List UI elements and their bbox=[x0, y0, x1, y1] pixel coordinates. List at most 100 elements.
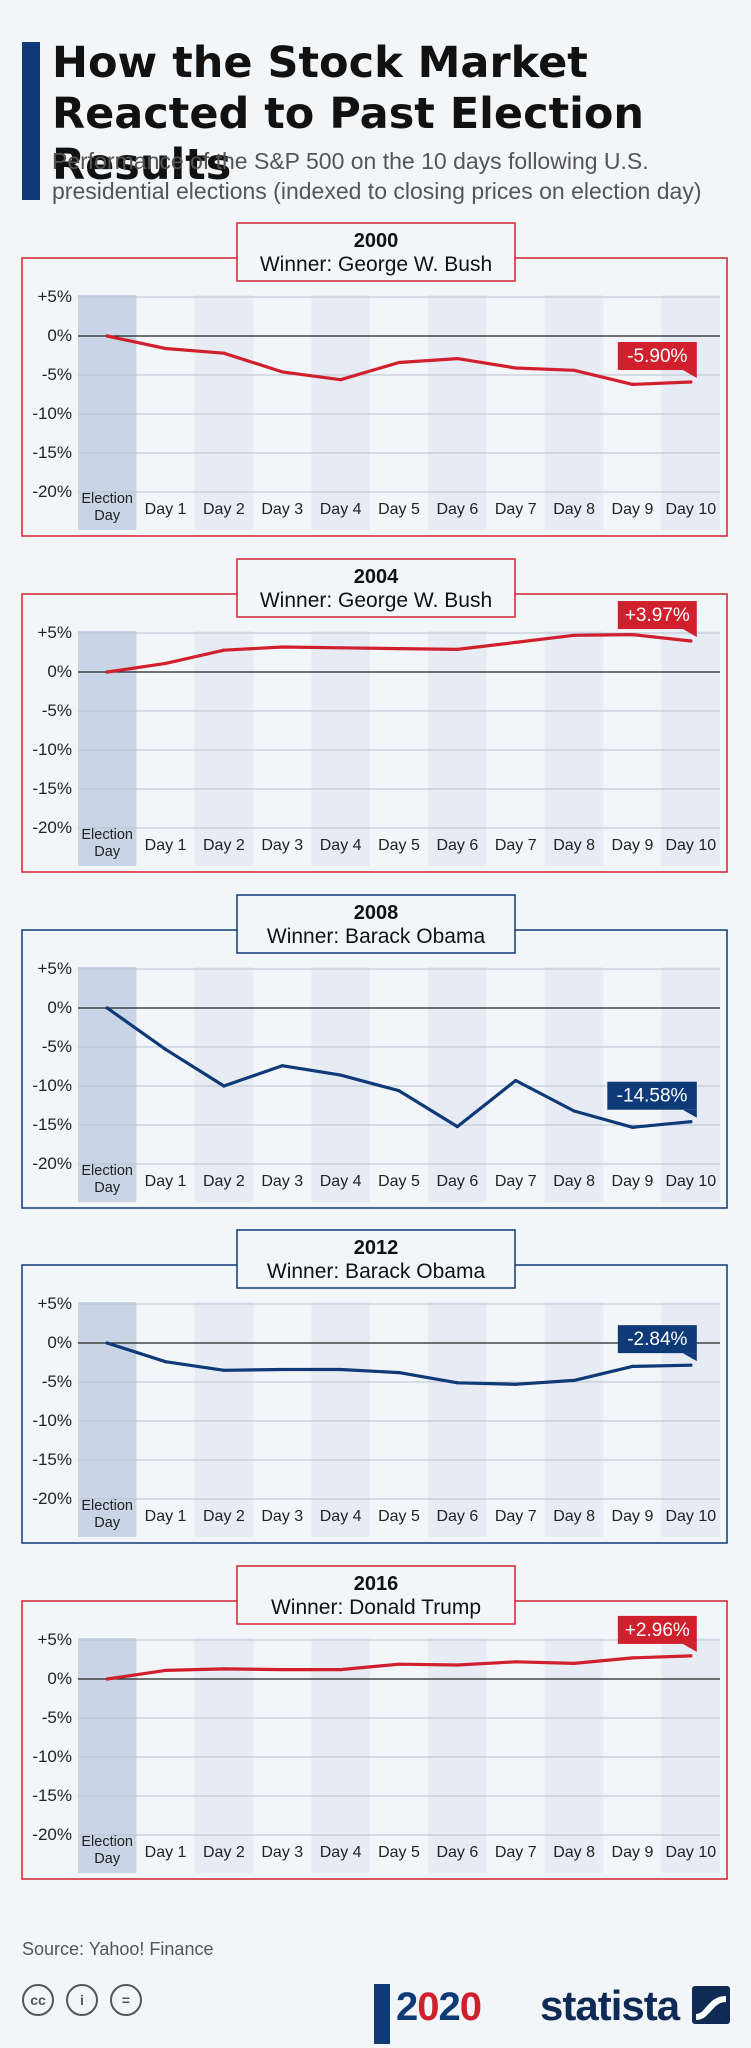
x-tick-label: Day 3 bbox=[261, 501, 303, 518]
x-tick-label: Day 5 bbox=[378, 837, 420, 854]
y-tick-label: -10% bbox=[32, 1411, 72, 1430]
page-title: How the Stock Market Reacted to Past Ele… bbox=[52, 38, 645, 190]
data-point bbox=[280, 1064, 284, 1068]
x-tick-label: Day 6 bbox=[436, 1844, 478, 1861]
chart-frame bbox=[21, 1264, 728, 1544]
y-tick-label: +5% bbox=[38, 623, 73, 642]
x-tick-label: Day 4 bbox=[320, 837, 362, 854]
x-tick-label: Day 10 bbox=[665, 1508, 716, 1525]
y-tick-label: -20% bbox=[32, 1825, 72, 1844]
data-point bbox=[339, 1073, 343, 1077]
x-tick-label: Election bbox=[81, 1163, 133, 1179]
data-point bbox=[572, 1378, 576, 1383]
data-point bbox=[689, 1363, 693, 1367]
x-tick-label: Day 6 bbox=[436, 1508, 478, 1525]
data-point bbox=[514, 366, 518, 370]
x-tick-label: Day 4 bbox=[320, 1508, 362, 1525]
data-point bbox=[630, 1656, 635, 1660]
x-tick-label: Day 9 bbox=[612, 837, 654, 854]
data-point bbox=[280, 645, 284, 649]
data-point bbox=[455, 1124, 459, 1129]
x-tick-label: Day 3 bbox=[261, 1173, 303, 1190]
y-tick-label: -10% bbox=[32, 404, 72, 423]
x-tick-label: Day 2 bbox=[203, 501, 245, 518]
data-point bbox=[105, 1006, 109, 1010]
x-tick-label: Election bbox=[81, 827, 133, 843]
final-value-label: -5.90% bbox=[627, 346, 687, 367]
attribution-icon[interactable]: i bbox=[66, 1984, 98, 2016]
column-band bbox=[544, 1302, 604, 1537]
x-tick-label: Day 5 bbox=[378, 1508, 420, 1525]
x-tick-label: Day 4 bbox=[320, 1173, 362, 1190]
y-tick-label: -5% bbox=[42, 365, 72, 384]
y-tick-label: -10% bbox=[32, 1076, 72, 1095]
badge-pointer bbox=[682, 370, 697, 379]
y-tick-label: -10% bbox=[32, 740, 72, 759]
x-tick-label: Day 6 bbox=[436, 1173, 478, 1190]
column-band bbox=[311, 1302, 370, 1537]
data-point bbox=[222, 1368, 226, 1372]
y-tick-label: +5% bbox=[38, 959, 73, 978]
chart-winner: Winner: George W. Bush bbox=[260, 253, 492, 276]
x-tick-label: Day 1 bbox=[145, 1844, 187, 1861]
data-point bbox=[163, 1668, 168, 1673]
column-band bbox=[544, 967, 604, 1202]
x-tick-label: Day 8 bbox=[553, 1844, 595, 1861]
x-tick-label: Day 2 bbox=[203, 1173, 245, 1190]
x-tick-label: Election bbox=[81, 1498, 133, 1514]
x-tick-label: Day bbox=[94, 844, 121, 860]
x-tick-label: Day 9 bbox=[612, 1508, 654, 1525]
x-tick-label: Day 4 bbox=[320, 1844, 362, 1861]
x-tick-label: Day 5 bbox=[378, 501, 420, 518]
x-tick-label: Day 5 bbox=[378, 1173, 420, 1190]
column-band bbox=[544, 1638, 604, 1873]
data-point bbox=[572, 1109, 576, 1113]
x-tick-label: Day 6 bbox=[436, 837, 478, 854]
final-value-label: +3.97% bbox=[625, 605, 690, 626]
data-point bbox=[105, 1677, 109, 1681]
y-tick-label: -20% bbox=[32, 1154, 72, 1173]
data-point bbox=[163, 1360, 168, 1364]
data-point bbox=[397, 1089, 401, 1093]
column-band bbox=[428, 1638, 487, 1873]
x-tick-label: Day 9 bbox=[612, 1844, 654, 1861]
chart-year: 2000 bbox=[354, 230, 399, 252]
badge-pointer bbox=[682, 629, 697, 638]
data-point bbox=[689, 380, 693, 384]
data-point bbox=[630, 632, 635, 637]
accent-bar bbox=[22, 42, 40, 200]
statista-logo[interactable]: statista bbox=[540, 1982, 680, 2029]
badge-pointer bbox=[682, 1643, 697, 1652]
column-band bbox=[311, 631, 370, 866]
data-point bbox=[163, 346, 168, 351]
y-tick-label: -5% bbox=[42, 1372, 72, 1391]
final-value-badge bbox=[617, 1325, 697, 1354]
cc-icon[interactable]: cc bbox=[22, 1984, 54, 2016]
y-tick-label: +5% bbox=[38, 1630, 73, 1649]
y-tick-label: -5% bbox=[42, 1708, 72, 1727]
chart-frame bbox=[21, 929, 728, 1209]
x-tick-label: Day 1 bbox=[145, 501, 187, 518]
x-tick-label: Day 6 bbox=[436, 501, 478, 518]
x-tick-label: Day 8 bbox=[553, 501, 595, 518]
x-tick-label: Day 10 bbox=[665, 1844, 716, 1861]
y-tick-label: 0% bbox=[47, 326, 72, 345]
x-tick-label: Day 8 bbox=[553, 1173, 595, 1190]
x-tick-label: Day 9 bbox=[612, 501, 654, 518]
no-derivatives-icon[interactable]: = bbox=[110, 1984, 142, 2016]
y-tick-label: 0% bbox=[47, 998, 72, 1017]
data-point bbox=[630, 1125, 635, 1129]
y-tick-label: -15% bbox=[32, 1115, 72, 1134]
column-band bbox=[194, 295, 254, 530]
column-band bbox=[544, 631, 604, 866]
x-tick-label: Day 3 bbox=[261, 837, 303, 854]
chart-frame bbox=[21, 257, 728, 537]
x-tick-label: Day bbox=[94, 1851, 121, 1867]
data-point bbox=[397, 1371, 401, 1375]
chart-frame bbox=[21, 593, 728, 873]
data-point bbox=[397, 647, 401, 651]
data-point bbox=[455, 1663, 459, 1667]
source-note: Source: Yahoo! Finance bbox=[22, 1939, 214, 1959]
